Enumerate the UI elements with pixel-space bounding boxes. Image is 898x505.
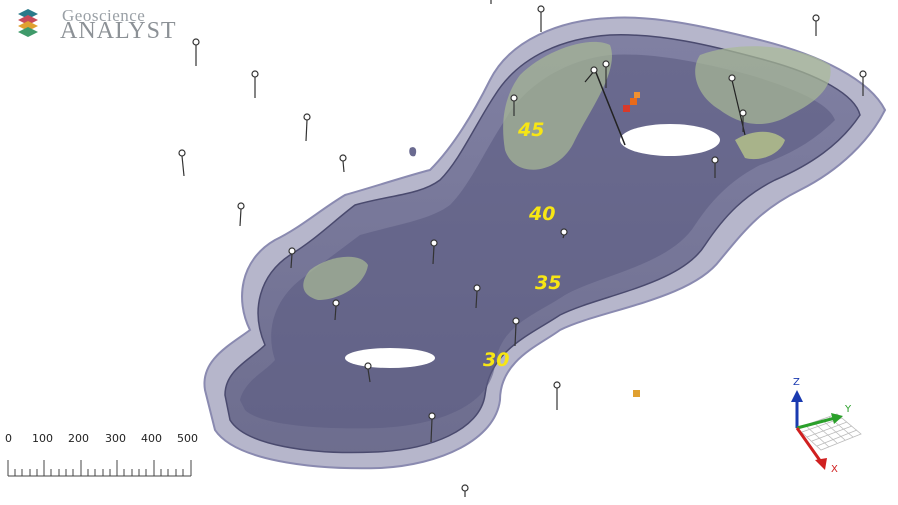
grade-label-45: 45 bbox=[518, 119, 545, 141]
z-axis-arrow bbox=[791, 390, 803, 402]
high-grade-zone-1 bbox=[503, 41, 612, 170]
scale-ruler bbox=[7, 460, 192, 477]
drillhole-trace bbox=[594, 69, 626, 146]
scale-tick-label: 200 bbox=[68, 432, 89, 445]
scale-tick-label: 300 bbox=[105, 432, 126, 445]
voxel bbox=[634, 92, 640, 98]
grade-label-30: 30 bbox=[483, 349, 510, 371]
x-axis bbox=[795, 427, 823, 463]
scale-tick-label: 500 bbox=[177, 432, 198, 445]
logo-text-top: Geoscience bbox=[62, 6, 146, 25]
voxel bbox=[633, 390, 640, 397]
logo-text-bottom: ANALYST bbox=[60, 18, 177, 44]
grade-label-40: 40 bbox=[529, 203, 556, 225]
hole-upper bbox=[620, 124, 720, 156]
high-grade-zone-3 bbox=[735, 131, 785, 160]
geoscience-analyst-logo: Geoscience ANALYST bbox=[14, 6, 177, 46]
voxel bbox=[630, 98, 637, 105]
y-axis bbox=[796, 416, 836, 430]
hole-lower bbox=[345, 348, 435, 368]
x-axis-label: X bbox=[831, 464, 838, 475]
y-axis-label: Y bbox=[844, 404, 852, 415]
scale-tick-label: 400 bbox=[141, 432, 162, 445]
orientation-triad[interactable]: Z Y X bbox=[785, 372, 865, 482]
fragment bbox=[409, 147, 417, 157]
z-axis-label: Z bbox=[793, 377, 800, 388]
scale-tick-label: 0 bbox=[5, 432, 12, 445]
y-axis-arrow bbox=[831, 413, 843, 424]
voxel bbox=[623, 105, 630, 112]
triad-grid bbox=[796, 413, 862, 451]
high-grade-zone-2 bbox=[695, 46, 831, 125]
grade-label-35: 35 bbox=[535, 272, 562, 294]
logo-icon bbox=[18, 9, 38, 37]
high-grade-zone-4 bbox=[303, 256, 368, 300]
scale-bar: 0 100 200 300 400 500 bbox=[0, 432, 210, 492]
x-axis-arrow bbox=[815, 458, 827, 470]
scale-tick-label: 100 bbox=[32, 432, 53, 445]
